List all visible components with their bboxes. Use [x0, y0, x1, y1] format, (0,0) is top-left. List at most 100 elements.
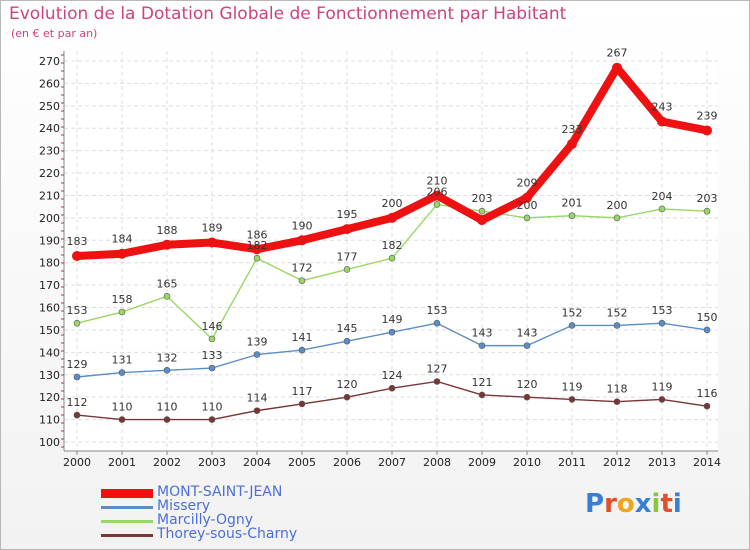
- data-label-marcilly-ogny: 201: [562, 197, 583, 210]
- x-tick-label: 2012: [603, 456, 631, 469]
- data-point-marcilly-ogny: [73, 319, 81, 327]
- data-point-missery: [568, 322, 576, 329]
- data-point-thorey-sous-charny: [658, 396, 666, 403]
- x-tick-label: 2002: [153, 456, 181, 469]
- proxiti-logo: Proxiti: [585, 489, 682, 519]
- data-point-mont-saint-jean: [297, 235, 307, 246]
- legend-swatch: [101, 520, 153, 523]
- y-tick-label: 270: [39, 55, 60, 68]
- data-point-missery: [118, 369, 126, 376]
- data-label-mont-saint-jean: 210: [427, 174, 448, 187]
- data-point-mont-saint-jean: [117, 248, 127, 259]
- logo-letter: o: [616, 489, 635, 519]
- data-point-missery: [163, 366, 171, 374]
- data-label-mont-saint-jean: 186: [247, 228, 268, 241]
- x-tick-label: 2009: [468, 456, 496, 469]
- legend-swatch: [101, 534, 153, 537]
- data-point-mont-saint-jean: [252, 244, 262, 255]
- x-tick-label: 2003: [198, 456, 226, 469]
- data-point-thorey-sous-charny: [613, 398, 621, 405]
- data-point-mont-saint-jean: [522, 192, 532, 203]
- data-label-thorey-sous-charny: 110: [112, 401, 133, 414]
- y-tick-label: 190: [39, 234, 60, 247]
- data-label-thorey-sous-charny: 118: [607, 383, 628, 396]
- x-tick-label: 2004: [243, 456, 271, 469]
- data-label-mont-saint-jean: 200: [382, 197, 403, 210]
- data-label-mont-saint-jean: 190: [292, 219, 313, 232]
- data-point-marcilly-ogny: [433, 201, 441, 208]
- data-point-thorey-sous-charny: [568, 396, 576, 403]
- data-point-marcilly-ogny: [478, 207, 486, 215]
- data-label-thorey-sous-charny: 121: [472, 376, 493, 389]
- data-label-mont-saint-jean: 189: [202, 222, 223, 235]
- data-label-marcilly-ogny: 203: [697, 192, 718, 205]
- data-point-mont-saint-jean: [72, 250, 82, 261]
- data-label-thorey-sous-charny: 124: [382, 369, 403, 382]
- data-label-thorey-sous-charny: 119: [652, 380, 673, 393]
- data-point-mont-saint-jean: [342, 224, 352, 235]
- chart-subtitle: (en € et par an): [11, 27, 98, 40]
- data-label-thorey-sous-charny: 116: [697, 387, 718, 400]
- data-point-missery: [433, 319, 441, 327]
- data-label-thorey-sous-charny: 127: [427, 362, 448, 375]
- y-tick-label: 250: [39, 100, 60, 113]
- data-label-missery: 150: [697, 311, 718, 324]
- data-point-marcilly-ogny: [118, 308, 126, 316]
- data-point-thorey-sous-charny: [478, 391, 486, 399]
- data-point-marcilly-ogny: [298, 277, 306, 284]
- logo-letter: x: [634, 489, 652, 519]
- plot-area: [64, 51, 718, 451]
- data-label-missery: 143: [472, 327, 493, 340]
- data-point-thorey-sous-charny: [433, 378, 441, 385]
- data-label-thorey-sous-charny: 110: [157, 401, 178, 414]
- logo-letter: i: [672, 489, 682, 519]
- data-label-thorey-sous-charny: 120: [337, 378, 358, 391]
- logo-letter: i: [651, 489, 661, 519]
- data-label-marcilly-ogny: 200: [607, 199, 628, 212]
- data-point-mont-saint-jean: [477, 215, 487, 226]
- data-point-marcilly-ogny: [658, 205, 666, 213]
- data-label-missery: 152: [562, 306, 583, 319]
- data-point-marcilly-ogny: [523, 214, 531, 222]
- data-label-missery: 141: [292, 331, 313, 344]
- data-label-marcilly-ogny: 203: [472, 192, 493, 205]
- data-point-missery: [478, 342, 486, 349]
- data-label-marcilly-ogny: 172: [292, 262, 313, 275]
- data-label-thorey-sous-charny: 119: [562, 380, 583, 393]
- x-tick-label: 2006: [333, 456, 361, 469]
- x-tick-label: 2000: [63, 456, 91, 469]
- y-tick-label: 260: [39, 77, 60, 90]
- data-label-missery: 129: [67, 358, 88, 371]
- data-point-missery: [253, 351, 261, 358]
- data-point-mont-saint-jean: [387, 212, 397, 223]
- data-label-mont-saint-jean: 239: [697, 109, 718, 122]
- data-label-missery: 132: [157, 351, 178, 364]
- x-tick-label: 2005: [288, 456, 316, 469]
- data-point-mont-saint-jean: [567, 138, 577, 149]
- data-label-mont-saint-jean: 233: [562, 123, 583, 136]
- data-label-thorey-sous-charny: 110: [202, 401, 223, 414]
- data-label-marcilly-ogny: 204: [652, 190, 673, 203]
- x-tick-label: 2008: [423, 456, 451, 469]
- y-tick-label: 140: [39, 346, 60, 359]
- data-point-marcilly-ogny: [208, 335, 216, 343]
- data-label-marcilly-ogny: 200: [517, 199, 538, 212]
- data-label-marcilly-ogny: 146: [202, 320, 223, 333]
- data-point-marcilly-ogny: [253, 254, 261, 262]
- data-label-missery: 143: [517, 327, 538, 340]
- data-point-marcilly-ogny: [613, 214, 621, 222]
- data-point-thorey-sous-charny: [703, 402, 711, 410]
- logo-letter: P: [585, 489, 605, 519]
- y-tick-label: 130: [39, 369, 60, 382]
- data-point-thorey-sous-charny: [298, 400, 306, 408]
- data-label-marcilly-ogny: 153: [67, 304, 88, 317]
- data-point-missery: [73, 373, 81, 381]
- data-point-missery: [703, 326, 711, 334]
- y-tick-label: 100: [39, 436, 60, 449]
- data-label-mont-saint-jean: 209: [517, 177, 538, 190]
- data-label-thorey-sous-charny: 112: [67, 396, 88, 409]
- data-label-thorey-sous-charny: 117: [292, 385, 313, 398]
- data-point-thorey-sous-charny: [253, 407, 261, 414]
- data-point-missery: [298, 346, 306, 354]
